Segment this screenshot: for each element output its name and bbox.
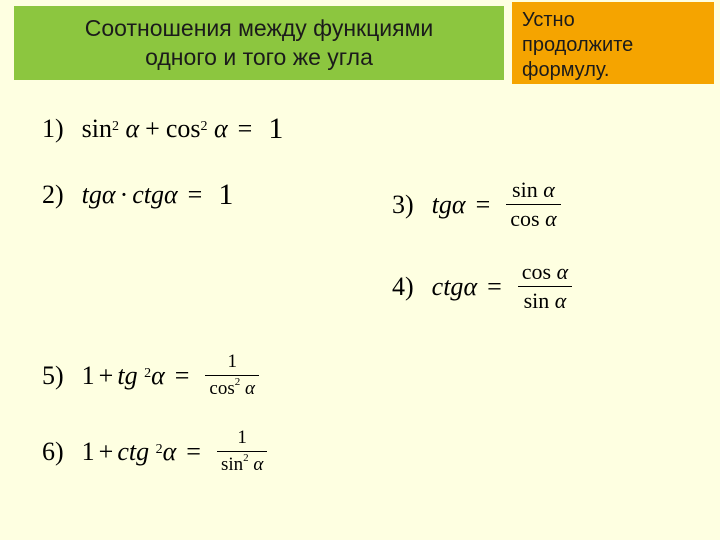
formula-3-label: 3) bbox=[392, 190, 414, 220]
formula-2: 2) tgα · ctgα = 1 bbox=[42, 178, 233, 212]
formula-4-fraction: cos α sin α bbox=[518, 260, 572, 313]
instruction-line-2: продолжите bbox=[522, 34, 633, 56]
instruction-line-1: Устно bbox=[522, 9, 575, 31]
formula-5-expr: 1+ tg 2α = bbox=[82, 361, 200, 391]
formula-4-label: 4) bbox=[392, 272, 414, 302]
formula-6-expr: 1+ ctg 2α = bbox=[82, 437, 211, 467]
formula-2-answer: 1 bbox=[218, 178, 233, 212]
formula-2-expr: tgα · ctgα = bbox=[82, 180, 213, 210]
formula-3-expr: tgα = bbox=[432, 190, 501, 220]
formula-3-fraction: sin α cos α bbox=[506, 178, 560, 231]
formula-6: 6) 1+ ctg 2α = 1 sin2 α bbox=[42, 428, 267, 476]
formula-3: 3) tgα = sin α cos α bbox=[392, 178, 561, 231]
title-line-2: одного и того же угла bbox=[145, 44, 373, 70]
slide-title: Соотношения между функциями одного и тог… bbox=[14, 6, 504, 80]
formula-5: 5) 1+ tg 2α = 1 cos2 α bbox=[42, 352, 259, 400]
formula-4: 4) ctgα = cos α sin α bbox=[392, 260, 572, 313]
instruction-line-3: формулу. bbox=[522, 59, 609, 81]
formula-2-label: 2) bbox=[42, 180, 64, 210]
formula-4-expr: ctgα = bbox=[432, 272, 512, 302]
formula-5-fraction: 1 cos2 α bbox=[205, 352, 259, 400]
formula-1-label: 1) bbox=[42, 114, 64, 144]
formula-5-label: 5) bbox=[42, 361, 64, 391]
formula-6-fraction: 1 sin2 α bbox=[217, 428, 267, 476]
instruction-box: Устно продолжите формулу. bbox=[512, 2, 714, 84]
title-line-1: Соотношения между функциями bbox=[85, 15, 433, 41]
formula-1-answer: 1 bbox=[268, 112, 283, 146]
formula-6-label: 6) bbox=[42, 437, 64, 467]
formula-1-expr: sin2 α + cos2 α = bbox=[82, 114, 263, 144]
formula-1: 1) sin2 α + cos2 α = 1 bbox=[42, 112, 283, 146]
